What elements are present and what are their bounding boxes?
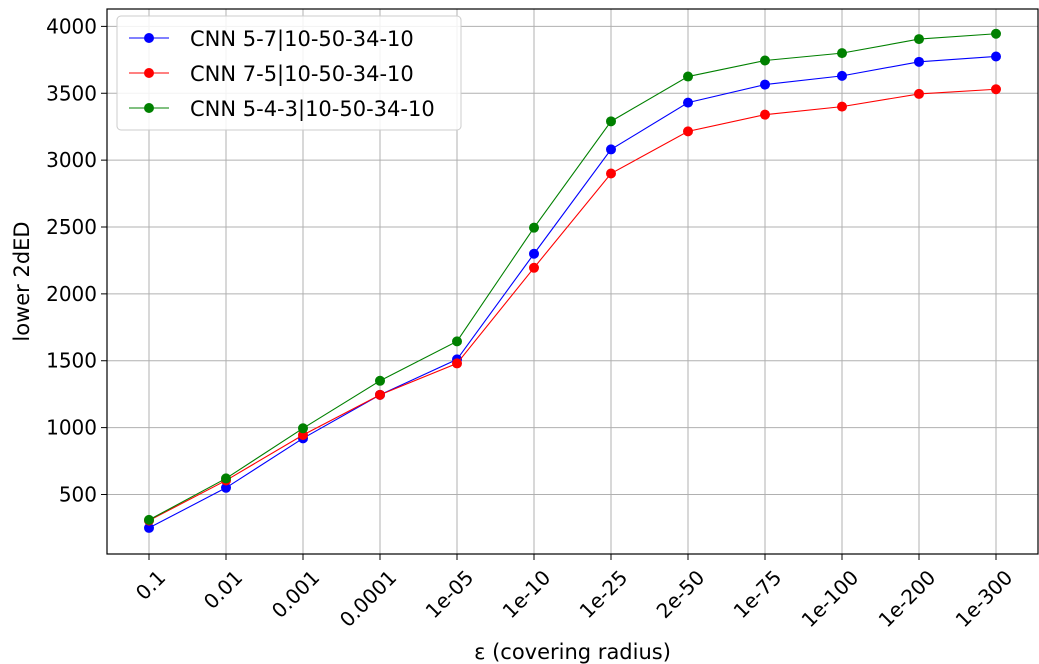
legend-marker <box>144 68 154 78</box>
legend-marker <box>144 33 154 43</box>
data-point <box>914 34 924 45</box>
data-point <box>144 514 154 525</box>
legend-item: CNN 5-7|10-50-34-10 <box>129 27 414 52</box>
plot-frame <box>106 8 1039 555</box>
data-point <box>529 262 539 273</box>
data-point <box>221 482 231 493</box>
series-group <box>144 28 1001 533</box>
data-point <box>529 248 539 259</box>
legend: CNN 5-7|10-50-34-10 CNN 7-5|10-50-34-10 CN… <box>116 15 462 131</box>
data-point <box>298 423 308 434</box>
x-axis-label: ε (covering radius) <box>474 640 671 664</box>
data-point <box>452 336 462 347</box>
data-point <box>683 97 693 108</box>
data-point <box>144 522 154 533</box>
data-point <box>606 116 616 127</box>
data-point <box>760 79 770 90</box>
data-point <box>914 56 924 67</box>
data-point <box>991 84 1001 95</box>
y-axis-ticks: 500 1000 1500 2000 2500 3000 3500 4000 <box>46 14 107 506</box>
y-tick-label: 500 <box>59 482 97 506</box>
legend-label: CNN 7-5|10-50-34-10 <box>190 62 414 87</box>
data-point <box>991 51 1001 62</box>
y-tick-label: 2000 <box>46 282 97 306</box>
data-point <box>529 222 539 233</box>
y-tick-label: 1500 <box>46 349 97 373</box>
data-point <box>837 101 847 112</box>
y-axis-label: lower 2dED <box>10 221 34 341</box>
legend-box <box>116 15 462 131</box>
y-tick-label: 1000 <box>46 416 97 440</box>
legend-item: CNN 7-5|10-50-34-10 <box>129 62 414 87</box>
data-point <box>837 70 847 81</box>
series-line <box>148 33 997 521</box>
legend-label: CNN 5-7|10-50-34-10 <box>190 27 414 52</box>
data-point <box>991 28 1001 39</box>
data-point <box>375 389 385 400</box>
data-point <box>606 144 616 155</box>
series-line <box>148 55 997 529</box>
y-tick-label: 3000 <box>46 148 97 172</box>
data-point <box>760 55 770 66</box>
data-point <box>221 473 231 484</box>
data-point <box>683 71 693 82</box>
y-tick-label: 2500 <box>46 215 97 239</box>
legend-label: CNN 5-4-3|10-50-34-10 <box>190 97 435 122</box>
series-3 <box>144 28 1001 525</box>
series-line <box>148 88 997 522</box>
data-point <box>606 168 616 179</box>
y-tick-label: 4000 <box>46 14 97 38</box>
data-point <box>683 126 693 137</box>
data-point <box>375 375 385 386</box>
legend-item: CNN 5-4-3|10-50-34-10 <box>129 97 435 122</box>
legend-marker <box>144 103 154 113</box>
data-point <box>452 358 462 369</box>
data-point <box>760 109 770 120</box>
data-point <box>914 88 924 99</box>
y-tick-label: 3500 <box>46 81 97 105</box>
data-point <box>837 48 847 59</box>
